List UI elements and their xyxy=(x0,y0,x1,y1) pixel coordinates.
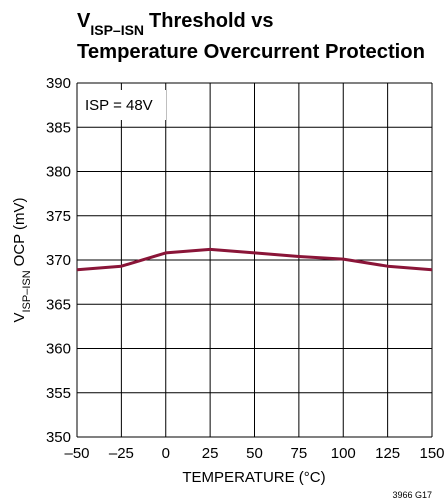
title-text: Threshold vs xyxy=(149,10,273,32)
x-tick-label: 75 xyxy=(291,445,308,462)
x-tick-label: –50 xyxy=(64,445,89,462)
y-label-text: OCP (mV) xyxy=(11,197,28,266)
y-tick-label: 370 xyxy=(46,252,71,269)
data-line xyxy=(76,247,433,272)
y-label-subscript: ISP–ISN xyxy=(21,270,33,312)
x-tick-label: 125 xyxy=(375,445,400,462)
title-text: V xyxy=(77,10,91,32)
x-tick-label: 150 xyxy=(419,445,444,462)
x-axis-label: TEMPERATURE (°C) xyxy=(182,469,325,486)
y-tick-label: 380 xyxy=(46,164,71,181)
y-tick-label: 360 xyxy=(46,341,71,358)
y-tick-label: 365 xyxy=(46,296,71,313)
x-tick-label: –25 xyxy=(109,445,134,462)
annotation: ISP = 48V xyxy=(85,97,153,114)
y-tick-label: 350 xyxy=(46,429,71,446)
x-tick-label: 25 xyxy=(202,445,219,462)
x-tick-label: 100 xyxy=(331,445,356,462)
annotation-box xyxy=(80,90,166,120)
footnote: 3966 G17 xyxy=(392,490,432,500)
y-tick-label: 390 xyxy=(46,75,71,92)
chart-title: VISP–ISN Threshold vs xyxy=(77,10,274,38)
y-tick-label: 385 xyxy=(46,119,71,136)
y-tick-label: 375 xyxy=(46,208,71,225)
title-subscript: ISP–ISN xyxy=(90,22,144,38)
y-tick-label: 355 xyxy=(46,385,71,402)
x-tick-label: 50 xyxy=(246,445,263,462)
y-label-text: V xyxy=(11,313,28,323)
chart-title: Temperature Overcurrent Protection xyxy=(77,41,425,63)
x-tick-label: 0 xyxy=(162,445,170,462)
y-axis-label: VISP–ISN OCP (mV) xyxy=(11,197,33,322)
